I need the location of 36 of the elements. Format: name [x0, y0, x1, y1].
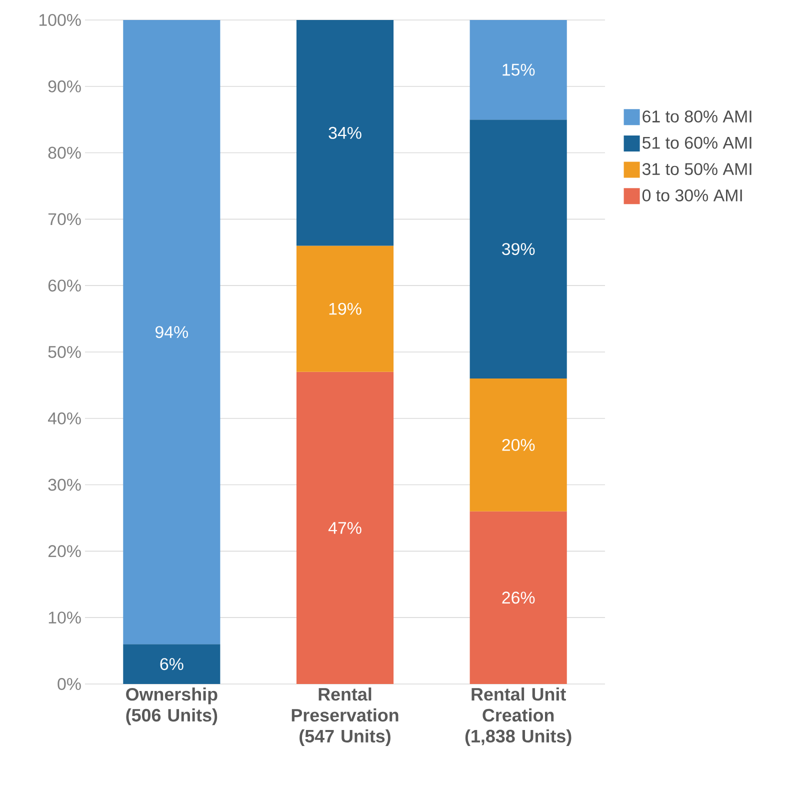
- y-tick-label: 10%: [48, 612, 81, 624]
- legend-label: 61 to 80% AMI: [642, 110, 752, 122]
- y-tick-label: 50%: [48, 346, 81, 358]
- bar: [296, 20, 394, 246]
- bar: [123, 644, 220, 684]
- y-tick-label: 30%: [48, 478, 81, 491]
- data-label: 15%: [502, 64, 535, 76]
- y-tick-label: 40%: [48, 412, 81, 424]
- y-tick-label: 20%: [48, 545, 81, 558]
- bar: [470, 120, 567, 379]
- x-tick-label: Ownership (506 Units): [126, 688, 218, 726]
- bar: [123, 20, 220, 644]
- data-label: 20%: [502, 438, 535, 451]
- data-label: 39%: [502, 243, 535, 256]
- data-label: 6%: [160, 658, 184, 670]
- y-tick-label: 0%: [58, 678, 81, 690]
- bar: [470, 378, 567, 512]
- y-tick-label: 80%: [48, 146, 81, 159]
- legend-label: 51 to 60% AMI: [642, 136, 752, 149]
- x-tick-label: Rental Preservation (547 Units): [292, 688, 398, 746]
- x-tick-label: Rental Unit Creation (1,838 Units): [465, 688, 572, 746]
- y-tick-label: 70%: [48, 213, 81, 226]
- data-label: 47%: [328, 522, 362, 534]
- y-tick-label: 60%: [48, 280, 81, 292]
- data-label: 94%: [156, 326, 188, 338]
- bar: [296, 246, 394, 372]
- legend-label: 31 to 50% AMI: [642, 163, 752, 176]
- y-tick-label: 100%: [39, 14, 81, 26]
- data-label: 19%: [329, 302, 362, 315]
- bar: [470, 20, 567, 120]
- legend-label: 0 to 30% AMI: [642, 189, 742, 202]
- data-label: 26%: [502, 592, 535, 604]
- y-tick-label: 90%: [48, 80, 81, 92]
- data-label: 34%: [328, 126, 362, 139]
- bar: [470, 511, 567, 684]
- bar: [296, 372, 394, 684]
